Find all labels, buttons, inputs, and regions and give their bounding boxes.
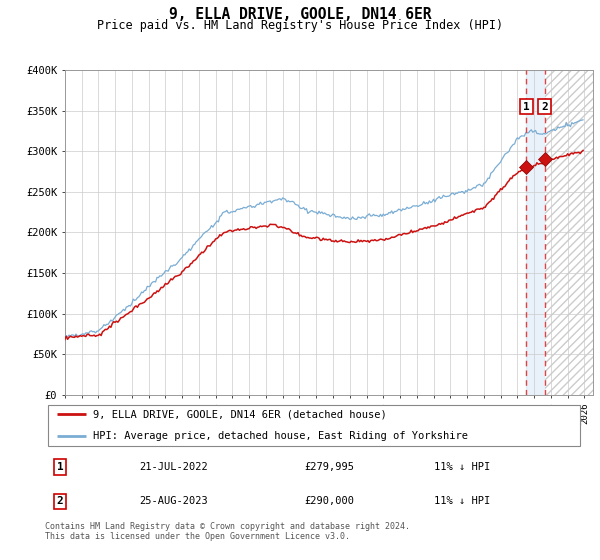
Text: 2: 2 <box>57 497 64 506</box>
Text: 25-AUG-2023: 25-AUG-2023 <box>139 497 208 506</box>
Text: 21-JUL-2022: 21-JUL-2022 <box>139 462 208 472</box>
Text: HPI: Average price, detached house, East Riding of Yorkshire: HPI: Average price, detached house, East… <box>92 431 467 441</box>
Text: 9, ELLA DRIVE, GOOLE, DN14 6ER: 9, ELLA DRIVE, GOOLE, DN14 6ER <box>169 7 431 22</box>
Text: 9, ELLA DRIVE, GOOLE, DN14 6ER (detached house): 9, ELLA DRIVE, GOOLE, DN14 6ER (detached… <box>92 409 386 419</box>
Text: 1: 1 <box>57 462 64 472</box>
Text: 11% ↓ HPI: 11% ↓ HPI <box>434 462 490 472</box>
Text: 2: 2 <box>541 101 548 111</box>
Text: £279,995: £279,995 <box>304 462 354 472</box>
Text: 11% ↓ HPI: 11% ↓ HPI <box>434 497 490 506</box>
Text: Contains HM Land Registry data © Crown copyright and database right 2024.
This d: Contains HM Land Registry data © Crown c… <box>45 522 410 542</box>
Bar <box>545 70 593 395</box>
FancyBboxPatch shape <box>48 405 580 446</box>
Text: 1: 1 <box>523 101 530 111</box>
Bar <box>526 70 545 395</box>
Text: Price paid vs. HM Land Registry's House Price Index (HPI): Price paid vs. HM Land Registry's House … <box>97 19 503 32</box>
Text: £290,000: £290,000 <box>304 497 354 506</box>
